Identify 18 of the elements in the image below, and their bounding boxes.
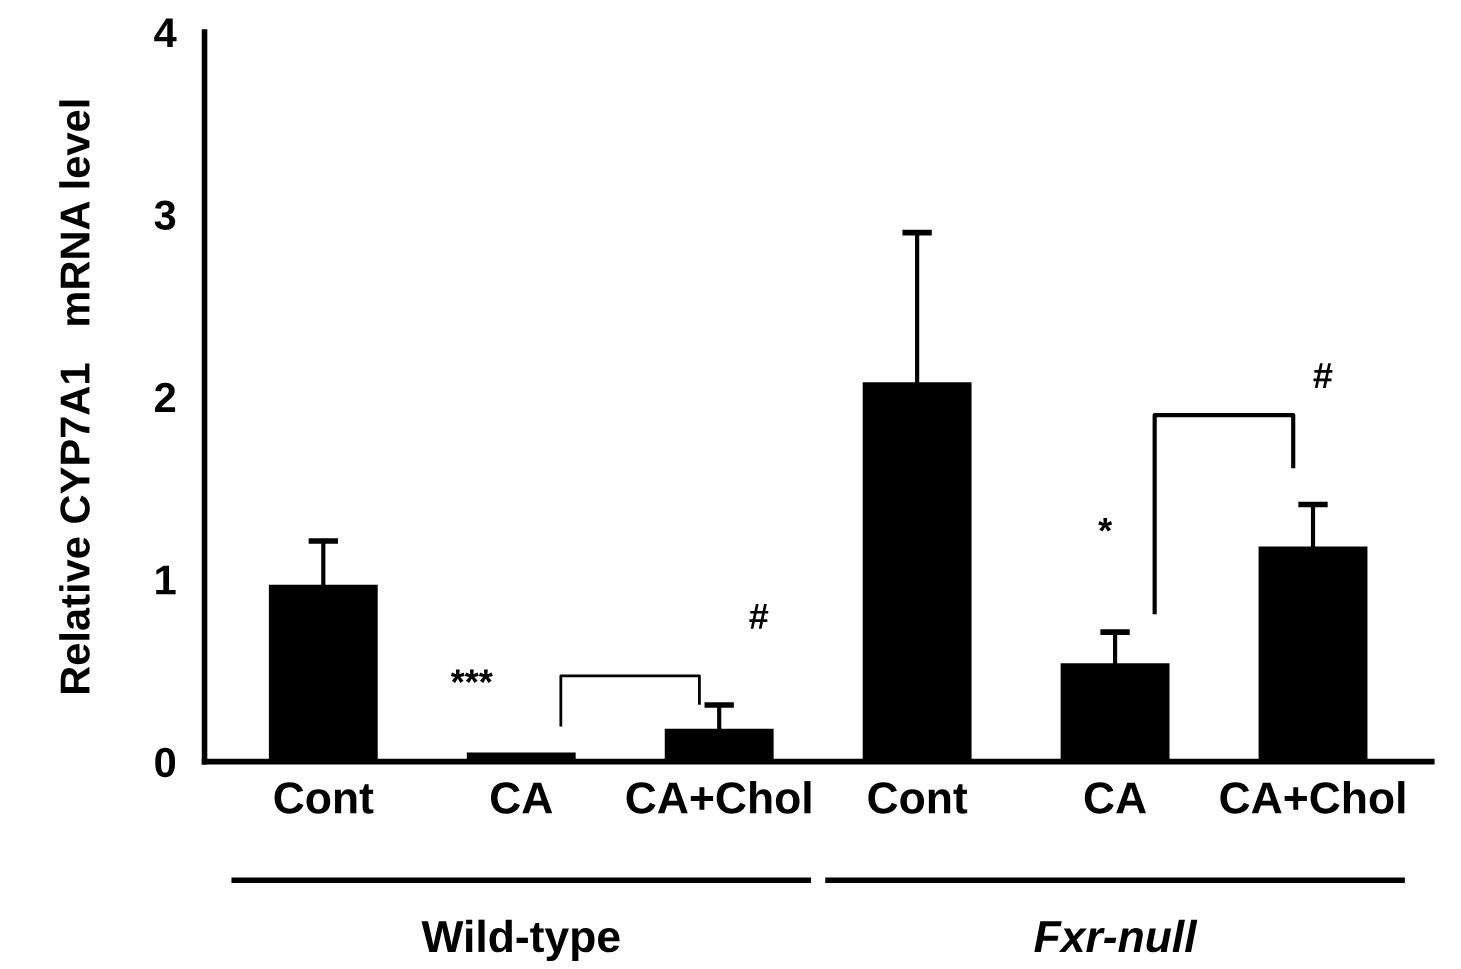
text: Wild-type [421, 919, 620, 962]
x-tick-label: Cont [274, 782, 374, 814]
y-tick-label: 2 [155, 382, 176, 412]
x-tick-label: CA [490, 782, 553, 814]
x-tick-label: Cont [868, 782, 968, 814]
annotation: *** [450, 669, 493, 683]
annotation: # [749, 604, 769, 629]
y-tick-label: 1 [156, 565, 176, 595]
y-tick-label: 3 [154, 200, 176, 230]
x-tick-label: CA [1084, 782, 1146, 814]
y-tick-label: 0 [155, 747, 176, 778]
y-tick-label: 4 [154, 18, 177, 48]
annotation: * [1098, 518, 1113, 532]
y-axis-title: Relative CYP7A1 mRNA level [59, 100, 90, 694]
text: Fxr-null [1034, 919, 1198, 953]
annotation: # [1313, 363, 1333, 388]
x-tick-label: CA+Chol [626, 781, 811, 814]
x-tick-label: CA+Chol [1220, 781, 1405, 814]
